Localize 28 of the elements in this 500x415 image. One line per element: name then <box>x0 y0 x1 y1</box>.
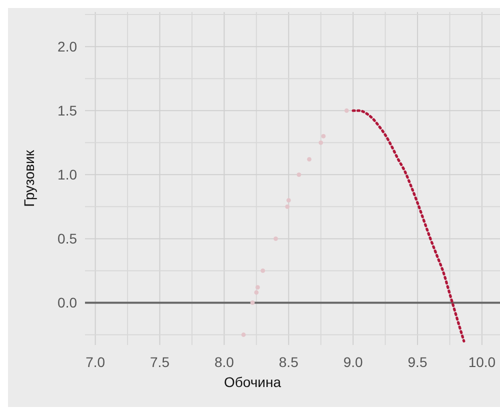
point <box>344 108 349 113</box>
point <box>318 140 324 145</box>
point <box>285 204 290 209</box>
x-tick-label: 8.0 <box>214 354 234 370</box>
y-tick-label: 0.5 <box>58 230 78 247</box>
x-tick-label: 8.5 <box>278 354 299 370</box>
x-tick-label: 9.5 <box>408 354 428 370</box>
point <box>274 236 278 241</box>
x-axis-title: Обочина <box>224 374 282 390</box>
point <box>260 268 266 273</box>
y-axis-title: Грузовик <box>21 149 37 207</box>
point <box>321 134 326 138</box>
x-tick-label: 9.0 <box>343 354 364 370</box>
line-series <box>352 109 466 342</box>
point <box>256 285 260 290</box>
x-tick-label: 7.5 <box>150 354 170 370</box>
y-tick-label: 2.0 <box>58 38 78 54</box>
point <box>307 157 312 162</box>
point <box>250 300 255 305</box>
y-tick-label: 1.5 <box>58 102 78 119</box>
y-tick-label: 1.0 <box>58 166 78 183</box>
point <box>254 290 259 295</box>
point <box>241 332 246 337</box>
point <box>296 172 302 177</box>
x-tick-label: 7.0 <box>86 354 106 370</box>
y-tick-label: 0.0 <box>58 294 78 311</box>
x-tick-label: 10.0 <box>468 354 496 370</box>
point <box>286 198 291 202</box>
